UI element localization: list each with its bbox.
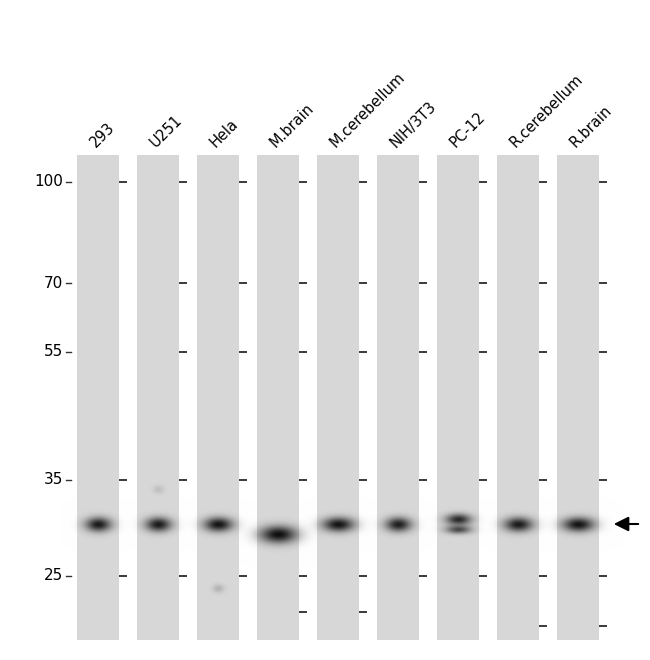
- Text: 55: 55: [44, 345, 63, 360]
- Text: R.cerebellum: R.cerebellum: [508, 71, 586, 150]
- Text: NIH/3T3: NIH/3T3: [387, 98, 439, 150]
- Text: 70: 70: [44, 275, 63, 290]
- Text: 25: 25: [44, 568, 63, 583]
- Text: M.cerebellum: M.cerebellum: [328, 69, 408, 150]
- Text: M.brain: M.brain: [267, 100, 317, 150]
- Text: Hela: Hela: [207, 116, 241, 150]
- Text: R.brain: R.brain: [567, 102, 615, 150]
- Text: 100: 100: [34, 174, 63, 189]
- Text: PC-12: PC-12: [447, 109, 488, 150]
- Text: U251: U251: [148, 112, 185, 150]
- Text: 35: 35: [44, 473, 63, 488]
- Text: 293: 293: [87, 119, 118, 150]
